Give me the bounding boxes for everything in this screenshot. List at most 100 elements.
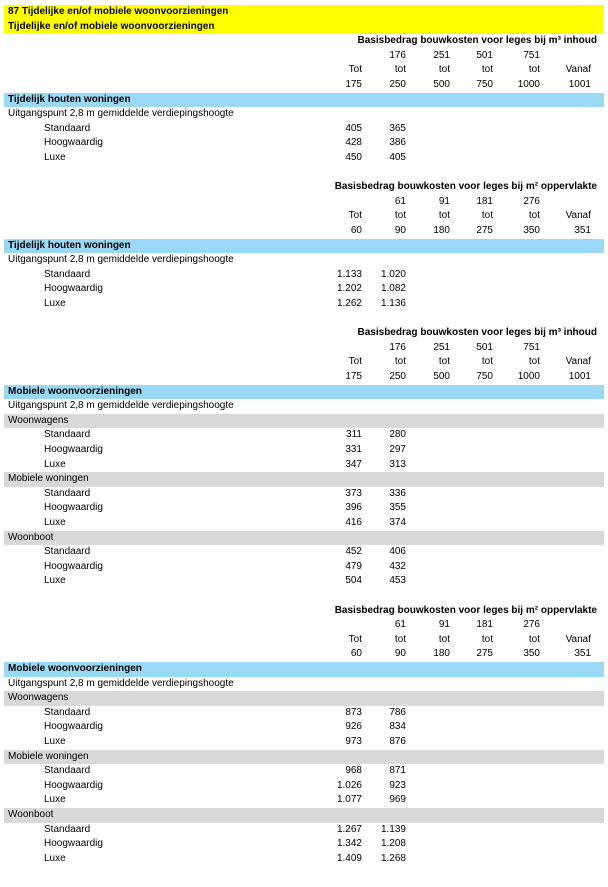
cell-value: 834 (389, 721, 406, 733)
column-to: 351 (574, 648, 591, 660)
cell-value: 331 (345, 444, 362, 455)
column-to: 1001 (568, 79, 591, 90)
cell-value: 405 (389, 152, 406, 163)
row-label: Standaard (44, 546, 91, 558)
block-band (4, 808, 604, 823)
block-band (4, 472, 604, 487)
cell-value: 428 (345, 137, 362, 149)
cell-value: 1.077 (336, 794, 362, 806)
column-from: 501 (476, 49, 493, 61)
cell-value: 406 (389, 546, 406, 558)
basis-heading: Basisbedrag bouwkosten voor leges bij m³… (357, 327, 597, 339)
column-label: tot (438, 356, 450, 368)
column-label: tot (438, 64, 450, 76)
row-label: Standaard (44, 429, 91, 441)
cell-value: 923 (389, 779, 406, 791)
row-label: Luxe (44, 458, 66, 470)
column-to: 275 (476, 648, 493, 660)
block-title: Woonwagens (8, 414, 69, 426)
column-label: tot (481, 64, 493, 76)
cell-value: 871 (389, 765, 406, 777)
column-from: 91 (438, 619, 450, 631)
group-band (4, 662, 604, 677)
cell-value: 374 (389, 517, 406, 528)
column-from: 251 (433, 49, 450, 61)
cell-value: 1.082 (380, 283, 406, 295)
cell-value: 1.139 (380, 823, 406, 835)
cell-value: 1.208 (380, 838, 406, 850)
cell-value: 479 (345, 560, 362, 572)
group-band (4, 92, 604, 108)
column-label: tot (394, 633, 406, 645)
column-to: 750 (476, 79, 493, 90)
column-label: tot (438, 633, 450, 645)
note: Uitgangspunt 2,8 m gemiddelde verdieping… (8, 254, 234, 266)
column-label: Vanaf (565, 210, 591, 222)
row-label: Hoogwaardig (44, 283, 103, 295)
cell-value: 1.133 (336, 268, 362, 280)
note: Uitgangspunt 2,8 m gemiddelde verdieping… (8, 677, 234, 689)
column-label: Vanaf (565, 633, 591, 645)
column-from: 61 (394, 195, 406, 207)
cell-value: 1.268 (380, 852, 406, 864)
column-to: 90 (394, 225, 406, 236)
title-band (4, 5, 604, 35)
column-from: 176 (389, 49, 406, 61)
column-to: 1001 (568, 371, 591, 382)
basis-heading: Basisbedrag bouwkosten voor leges bij m³… (357, 35, 597, 47)
cell-value: 373 (345, 487, 362, 499)
column-to: 180 (433, 225, 450, 236)
column-to: 175 (345, 371, 362, 382)
column-from: 751 (523, 341, 540, 353)
column-label: Tot (348, 633, 362, 645)
note: Uitgangspunt 2,8 m gemiddelde verdieping… (8, 400, 234, 412)
basis-heading: Basisbedrag bouwkosten voor leges bij m²… (334, 181, 597, 193)
row-label: Standaard (44, 765, 91, 777)
block-title: Mobiele woningen (8, 473, 89, 485)
cell-value: 504 (345, 575, 362, 587)
block-band (4, 530, 604, 546)
row-label: Standaard (44, 122, 91, 134)
block-title: Woonwagens (8, 692, 69, 704)
column-to: 500 (433, 371, 450, 382)
cell-value: 386 (389, 137, 406, 149)
row-label: Hoogwaardig (44, 444, 103, 455)
cell-value: 336 (389, 487, 406, 499)
note: Uitgangspunt 2,8 m gemiddelde verdieping… (8, 108, 234, 120)
block-title: Woonboot (8, 809, 54, 820)
row-label: Luxe (44, 794, 66, 806)
row-label: Luxe (44, 736, 66, 747)
column-from: 61 (394, 619, 406, 631)
group-title: Tijdelijk houten woningen (8, 93, 131, 105)
row-label: Hoogwaardig (44, 721, 103, 733)
column-label: tot (481, 633, 493, 645)
column-label: tot (394, 210, 406, 222)
cell-value: 926 (345, 721, 362, 733)
column-label: Tot (348, 356, 362, 368)
cell-value: 969 (389, 794, 406, 806)
column-label: Vanaf (565, 64, 591, 76)
column-from: 751 (523, 49, 540, 61)
row-label: Luxe (44, 517, 66, 528)
cell-value: 347 (345, 458, 362, 470)
row-label: Hoogwaardig (44, 838, 103, 850)
column-to: 180 (433, 648, 450, 660)
row-label: Luxe (44, 852, 66, 864)
cell-value: 968 (345, 765, 362, 777)
cell-value: 432 (389, 560, 406, 572)
group-title: Mobiele woonvoorzieningen (8, 385, 142, 397)
cell-value: 873 (345, 706, 362, 718)
column-to: 60 (350, 225, 362, 236)
column-to: 250 (389, 371, 406, 382)
subtitle: Tijdelijke en/of mobiele woonvoorziening… (8, 20, 215, 32)
cell-value: 416 (345, 517, 362, 528)
column-from: 276 (523, 195, 540, 207)
block-band (4, 749, 604, 765)
cell-value: 297 (389, 444, 406, 455)
row-label: Hoogwaardig (44, 779, 103, 791)
cell-value: 450 (345, 152, 362, 163)
block-band (4, 413, 604, 429)
column-to: 250 (389, 79, 406, 90)
group-title: Tijdelijk houten woningen (8, 239, 131, 251)
